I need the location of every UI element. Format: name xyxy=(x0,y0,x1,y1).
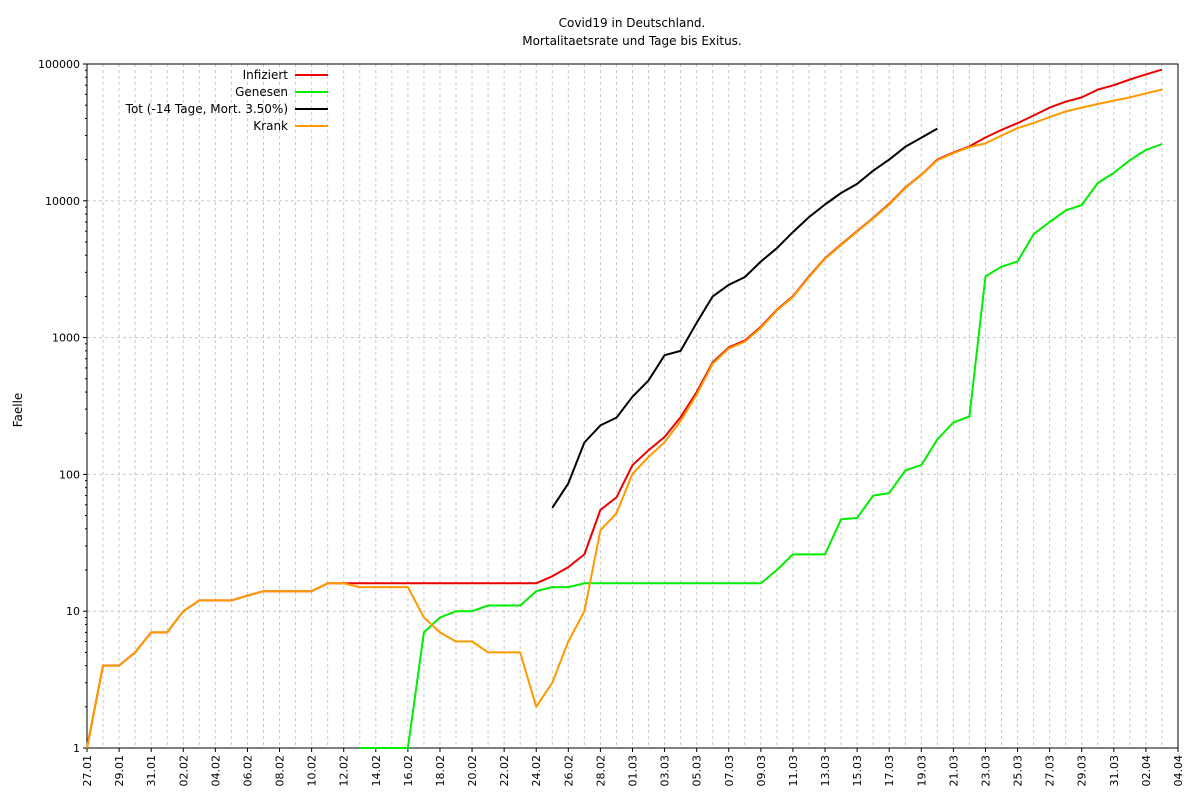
x-tick-label: 24.02 xyxy=(530,755,543,787)
x-tick-label: 25.03 xyxy=(1012,755,1025,787)
chart-title: Covid19 in Deutschland. xyxy=(559,16,706,30)
x-tick-label: 13.03 xyxy=(819,755,832,787)
x-tick-label: 05.03 xyxy=(691,755,704,787)
legend-label: Tot (-14 Tage, Mort. 3.50%) xyxy=(125,102,288,116)
y-tick-label: 100 xyxy=(59,468,80,481)
x-tick-labels: 27.01 29.01 31.01 02.02 04.02 06.02 08.02 10.02… xyxy=(81,755,1185,787)
x-tick-label: 11.03 xyxy=(787,755,800,787)
x-tick-label: 20.02 xyxy=(466,755,479,787)
y-axis-label: Faelle xyxy=(11,393,25,428)
x-tick-label: 12.02 xyxy=(338,755,351,787)
x-tick-label: 15.03 xyxy=(851,755,864,787)
legend-label: Genesen xyxy=(235,85,288,99)
series-line-infiziert xyxy=(86,68,1163,749)
x-tick-label: 14.02 xyxy=(370,755,383,787)
y-tick-label: 1000 xyxy=(52,332,80,345)
x-tick-label: 17.03 xyxy=(883,755,896,787)
x-tick-label: 22.02 xyxy=(498,755,511,787)
x-tick-label: 21.03 xyxy=(947,755,960,787)
x-tick-label: 04.04 xyxy=(1172,755,1185,787)
legend-label: Infiziert xyxy=(243,68,289,82)
x-tick-label: 06.02 xyxy=(241,755,254,787)
series-lines xyxy=(86,68,1163,749)
series-line-krank xyxy=(86,88,1163,749)
legend-label: Krank xyxy=(253,119,288,133)
x-tick-label: 31.01 xyxy=(145,755,158,787)
x-tick-label: 29.03 xyxy=(1076,755,1089,787)
x-tick-label: 31.03 xyxy=(1108,755,1121,787)
x-tick-label: 03.03 xyxy=(659,755,672,787)
legend: Infiziert Genesen Tot (-14 Tage, Mort. 3.5… xyxy=(125,68,328,133)
x-tick-label: 19.03 xyxy=(915,755,928,787)
y-tick-label: 100000 xyxy=(38,58,80,71)
grid xyxy=(87,63,1178,748)
x-tick-label: 01.03 xyxy=(627,755,640,787)
chart-subtitle: Mortalitaetsrate und Tage bis Exitus. xyxy=(522,34,742,48)
x-tick-label: 10.02 xyxy=(306,755,319,787)
series-line-genesen xyxy=(359,143,1163,749)
x-tick-label: 16.02 xyxy=(402,755,415,787)
x-tick-label: 26.02 xyxy=(562,755,575,787)
x-tick-label: 02.04 xyxy=(1140,755,1153,787)
x-tick-label: 08.02 xyxy=(274,755,287,787)
x-tick-label: 23.03 xyxy=(979,755,992,787)
y-tick-label: 1 xyxy=(73,742,80,755)
x-tick-label: 07.03 xyxy=(723,755,736,787)
axes xyxy=(83,63,1179,752)
x-tick-label: 27.03 xyxy=(1044,755,1057,787)
x-tick-label: 28.02 xyxy=(594,755,607,787)
y-tick-labels: 1 10 100 1000 10000 100000 xyxy=(38,58,80,755)
x-tick-label: 09.03 xyxy=(755,755,768,787)
x-tick-label: 04.02 xyxy=(209,755,222,787)
x-tick-label: 29.01 xyxy=(113,755,126,787)
y-tick-label: 10 xyxy=(66,605,80,618)
x-tick-label: 18.02 xyxy=(434,755,447,787)
y-tick-label: 10000 xyxy=(45,195,80,208)
x-tick-label: 02.02 xyxy=(177,755,190,787)
x-tick-label: 27.01 xyxy=(81,755,94,787)
series-line-tot-tage-mort xyxy=(551,127,938,509)
